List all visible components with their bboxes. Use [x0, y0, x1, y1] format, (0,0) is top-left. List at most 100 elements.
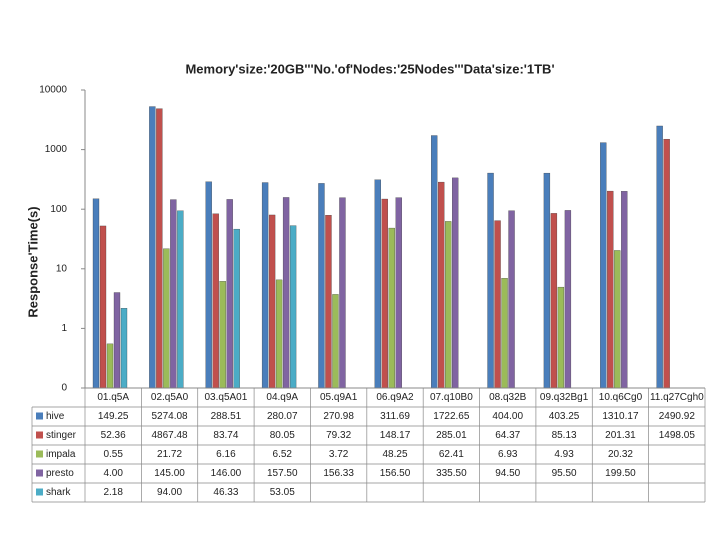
bar	[564, 210, 572, 389]
y-tick-label: 100	[50, 204, 67, 215]
table-cell: 6.16	[216, 449, 236, 460]
bar	[268, 214, 276, 389]
bar	[388, 227, 395, 389]
table-cell: 94.00	[157, 487, 182, 498]
bar	[381, 198, 388, 389]
bar	[219, 281, 226, 389]
bar	[332, 294, 339, 389]
table-cell: 95.50	[552, 468, 577, 479]
bar	[607, 190, 614, 389]
bar	[113, 292, 121, 389]
bar	[261, 182, 269, 389]
table-cell: 199.50	[605, 468, 636, 479]
legend-key	[36, 412, 43, 420]
table-cell: 5274.08	[151, 411, 188, 422]
table-cell: 46.33	[213, 487, 238, 498]
y-tick-label: 10	[56, 263, 68, 274]
bar	[170, 199, 177, 389]
table-cell: 156.50	[380, 468, 411, 479]
legend-label: stinger	[46, 430, 77, 441]
bar	[494, 220, 501, 389]
table-cell: 2.18	[103, 487, 123, 498]
table-cell: 403.25	[549, 411, 580, 422]
table-cell: 3.72	[329, 449, 349, 460]
y-axis-label: Response'Time(s)	[25, 206, 40, 317]
bar	[99, 225, 107, 389]
x-tick-label: 11.q27Cgh0	[650, 392, 704, 403]
legend-label: shark	[46, 487, 71, 498]
x-tick-label: 04.q9A	[266, 392, 298, 403]
bar	[487, 172, 494, 389]
table-cell: 20.32	[608, 449, 633, 460]
table-cell: 157.50	[267, 468, 298, 479]
x-tick-label: 02.q5A0	[151, 392, 189, 403]
table-cell: 52.36	[101, 430, 126, 441]
bar	[557, 286, 565, 389]
bar	[289, 225, 297, 389]
bar	[395, 197, 402, 389]
legend-label: impala	[46, 449, 76, 460]
legend-key	[36, 488, 43, 496]
table-cell: 0.55	[103, 449, 123, 460]
x-tick-label: 01.q5A	[97, 392, 129, 403]
table-cell: 148.17	[380, 430, 411, 441]
table-cell: 311.69	[380, 411, 410, 422]
bar	[438, 181, 445, 389]
bar	[282, 197, 290, 389]
chart-title: Memory'size:'20GB'''No.'of'Nodes:'25Node…	[185, 61, 554, 76]
bar	[445, 221, 452, 389]
bar	[600, 142, 607, 389]
table-cell: 201.31	[605, 430, 636, 441]
bar	[149, 106, 156, 389]
table-cell: 288.51	[211, 411, 242, 422]
bar	[614, 250, 621, 389]
legend-key	[36, 450, 43, 458]
table-cell: 145.00	[154, 468, 185, 479]
bar	[92, 198, 100, 389]
table-cell: 156.33	[323, 468, 354, 479]
bar	[508, 210, 515, 389]
table-cell: 149.25	[98, 411, 129, 422]
bar	[621, 191, 628, 389]
bar	[452, 177, 459, 389]
bar	[275, 279, 283, 389]
bar	[233, 228, 240, 389]
y-tick-label: 1	[61, 323, 67, 334]
bar	[156, 108, 163, 389]
bar	[374, 179, 381, 389]
table-cell: 53.05	[270, 487, 295, 498]
table-cell: 146.00	[211, 468, 242, 479]
table-cell: 85.13	[552, 430, 577, 441]
table-cell: 285.01	[436, 430, 467, 441]
table-cell: 6.93	[498, 449, 518, 460]
table-cell: 79.32	[326, 430, 351, 441]
table-cell: 4.93	[554, 449, 574, 460]
table-cell: 94.50	[495, 468, 520, 479]
bar	[318, 183, 325, 389]
y-tick-label: 10000	[39, 85, 67, 96]
table-cell: 80.05	[270, 430, 295, 441]
table-cell: 83.74	[213, 430, 238, 441]
bar	[205, 181, 212, 389]
bar	[543, 172, 551, 389]
x-tick-label: 05.q9A1	[320, 392, 358, 403]
legend-label: hive	[46, 411, 65, 422]
table-cell: 1310.17	[602, 411, 639, 422]
x-tick-label: 03.q5A01	[204, 392, 247, 403]
bar	[325, 215, 332, 389]
bar	[226, 199, 233, 389]
table-cell: 1498.05	[659, 430, 696, 441]
bar	[501, 278, 508, 389]
table-cell: 335.50	[436, 468, 467, 479]
table-cell: 64.37	[495, 430, 520, 441]
table-cell: 270.98	[323, 411, 354, 422]
bar	[663, 138, 670, 389]
table-cell: 404.00	[492, 411, 523, 422]
x-tick-label: 06.q9A2	[376, 392, 414, 403]
y-tick-label: 0	[61, 383, 67, 394]
bar	[212, 213, 219, 389]
table-cell: 62.41	[439, 449, 464, 460]
bar	[431, 135, 438, 389]
bar	[106, 343, 114, 389]
